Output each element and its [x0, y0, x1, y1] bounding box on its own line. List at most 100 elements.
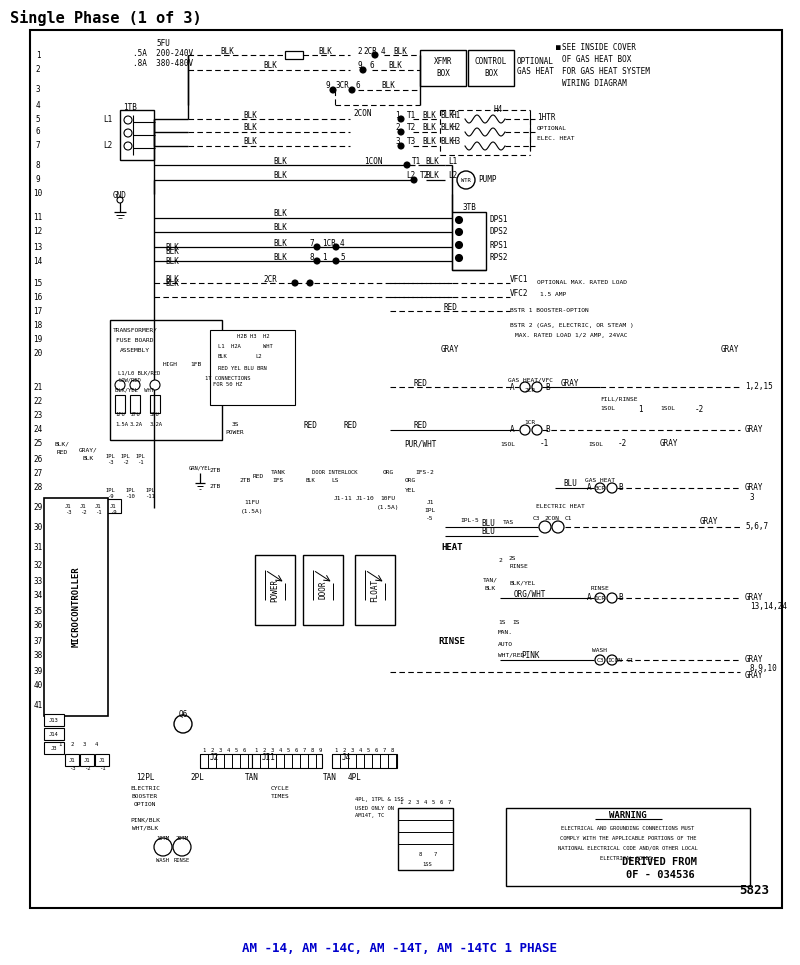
Text: RINSE: RINSE	[590, 587, 610, 592]
Circle shape	[333, 258, 339, 264]
Text: T1: T1	[407, 111, 416, 120]
Text: GRAY: GRAY	[745, 593, 763, 602]
Text: 2: 2	[395, 124, 400, 132]
Bar	[332, 754, 397, 768]
Circle shape	[595, 483, 605, 493]
Text: 23: 23	[34, 411, 42, 421]
Text: 1SOL: 1SOL	[660, 406, 675, 411]
Text: J1: J1	[65, 504, 71, 509]
Circle shape	[532, 382, 542, 392]
Text: 2: 2	[407, 801, 410, 806]
Text: J1: J1	[110, 504, 116, 509]
Text: TANK: TANK	[270, 471, 286, 476]
Circle shape	[607, 655, 617, 665]
Text: 5: 5	[286, 748, 290, 753]
Text: BOX: BOX	[436, 69, 450, 77]
Text: 26: 26	[34, 455, 42, 464]
Text: ELECTRIC: ELECTRIC	[130, 786, 160, 791]
Bar	[285, 51, 303, 59]
Text: -1: -1	[540, 439, 550, 449]
Text: 1: 1	[395, 111, 400, 120]
Text: FLOAT: FLOAT	[370, 578, 379, 601]
Circle shape	[455, 229, 462, 235]
Text: BLK: BLK	[243, 124, 257, 132]
Text: H1: H1	[451, 111, 461, 120]
Text: 11: 11	[34, 213, 42, 223]
Text: -2: -2	[122, 460, 128, 465]
Text: C1: C1	[564, 515, 572, 520]
Text: WHT/RED: WHT/RED	[498, 652, 524, 657]
Text: DOOR INTERLOCK: DOOR INTERLOCK	[312, 470, 358, 475]
Bar	[44, 728, 64, 740]
Text: RED: RED	[413, 378, 427, 388]
Bar	[150, 395, 160, 413]
Text: 7: 7	[382, 748, 386, 753]
Text: 18: 18	[34, 321, 42, 330]
Bar	[252, 754, 322, 768]
Text: BSTR 1 BOOSTER-OPTION: BSTR 1 BOOSTER-OPTION	[510, 309, 589, 314]
Circle shape	[455, 241, 462, 249]
Text: BLU: BLU	[563, 480, 577, 488]
Text: JI1: JI1	[262, 754, 276, 762]
Text: 3: 3	[270, 748, 274, 753]
Text: 2CON: 2CON	[545, 515, 559, 520]
Text: BLK: BLK	[381, 81, 395, 91]
Circle shape	[520, 382, 530, 392]
Text: IFS: IFS	[272, 479, 284, 483]
Text: J1-11: J1-11	[334, 495, 352, 501]
Text: BOOSTER: BOOSTER	[132, 794, 158, 799]
Text: C3: C3	[596, 658, 604, 664]
Circle shape	[595, 655, 605, 665]
Bar	[110, 320, 222, 440]
Text: 7: 7	[36, 142, 40, 151]
Text: WARNING: WARNING	[609, 811, 647, 819]
Text: 1.5 AMP: 1.5 AMP	[540, 291, 566, 296]
Text: 1CR: 1CR	[594, 596, 606, 601]
Text: IFS-2: IFS-2	[416, 470, 434, 475]
Text: MAN.: MAN.	[498, 630, 513, 636]
Text: 30: 30	[34, 522, 42, 532]
Text: 2: 2	[210, 748, 214, 753]
Text: BLK: BLK	[440, 124, 454, 132]
Text: 1: 1	[58, 742, 62, 748]
Text: (1.5A): (1.5A)	[377, 505, 399, 510]
Bar	[105, 499, 121, 513]
Text: 3: 3	[82, 742, 86, 748]
Text: GRAY: GRAY	[745, 483, 763, 492]
Text: 1,2,15: 1,2,15	[745, 382, 773, 392]
Text: BLK/: BLK/	[54, 442, 70, 447]
Text: WTR: WTR	[461, 178, 471, 182]
Text: GRAY: GRAY	[721, 345, 739, 354]
Text: VFC1: VFC1	[510, 274, 529, 284]
Text: 1SOL: 1SOL	[500, 442, 515, 447]
Text: 8: 8	[390, 748, 394, 753]
Circle shape	[307, 280, 313, 286]
Text: GRAY: GRAY	[660, 439, 678, 449]
Text: J2: J2	[210, 754, 219, 762]
Circle shape	[124, 116, 132, 124]
Bar	[44, 742, 64, 754]
Text: BLK: BLK	[165, 247, 179, 257]
Text: -1: -1	[94, 510, 102, 515]
Text: GRAY: GRAY	[561, 378, 579, 388]
Text: AUTO: AUTO	[498, 643, 513, 648]
Text: 3: 3	[36, 86, 40, 95]
Text: 0F - 034536: 0F - 034536	[626, 870, 694, 880]
Text: 1: 1	[36, 50, 40, 60]
Text: GRAY: GRAY	[441, 345, 459, 354]
Text: 3CR: 3CR	[594, 486, 606, 491]
Text: BLK: BLK	[165, 279, 179, 288]
Text: RINSE: RINSE	[438, 637, 466, 646]
Text: TIMES: TIMES	[270, 794, 290, 799]
Bar	[303, 555, 343, 625]
Text: 2: 2	[262, 748, 266, 753]
Text: 6: 6	[355, 81, 360, 91]
Text: -3: -3	[106, 460, 114, 465]
Text: GAS HEAT: GAS HEAT	[517, 68, 554, 76]
Text: BLK: BLK	[440, 111, 454, 120]
Circle shape	[314, 258, 320, 264]
Circle shape	[292, 280, 298, 286]
Circle shape	[455, 216, 462, 224]
Text: FOR GAS HEAT SYSTEM: FOR GAS HEAT SYSTEM	[562, 68, 650, 76]
Text: T2: T2	[407, 124, 416, 132]
